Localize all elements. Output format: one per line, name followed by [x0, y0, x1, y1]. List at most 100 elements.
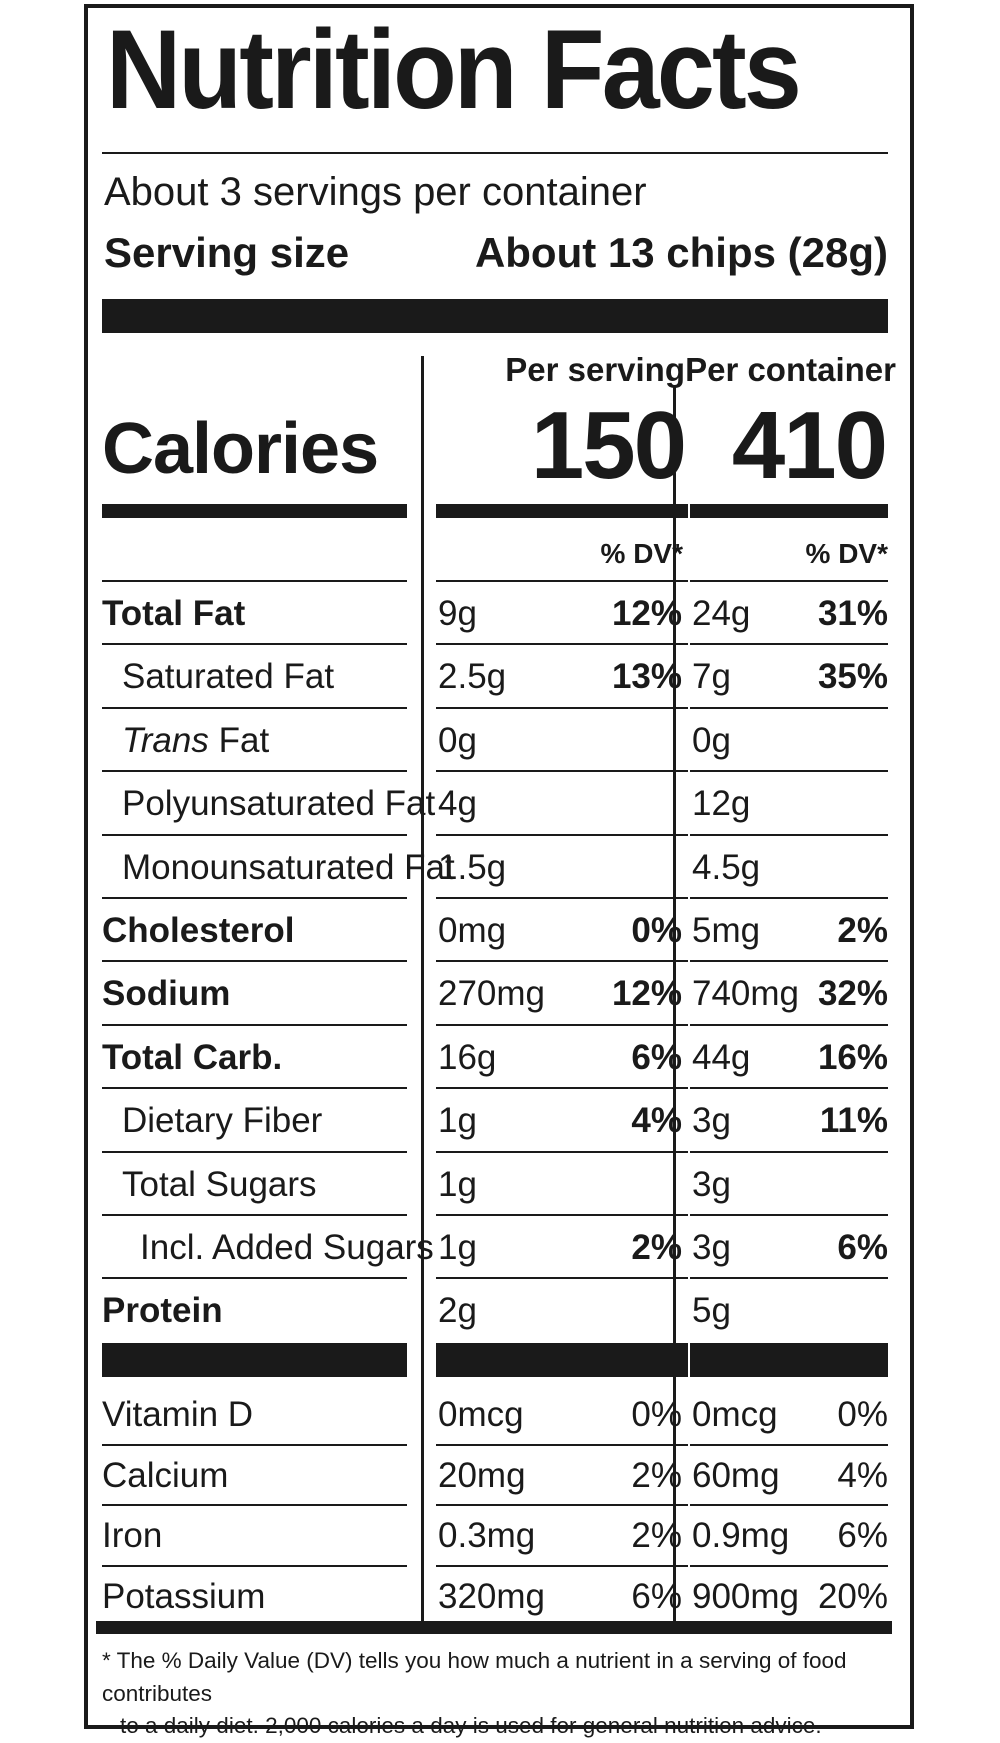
serving-size-label: Serving size: [104, 229, 350, 276]
row-divider: [436, 1087, 688, 1090]
nutrient-name: Saturated Fat: [122, 657, 335, 697]
serving-dv: 2%: [631, 1455, 682, 1495]
serving-amount: 9g: [438, 594, 477, 633]
serving-amount: 4g: [438, 784, 477, 824]
row-divider: [690, 960, 888, 963]
vitamin-bar: [436, 1343, 688, 1377]
per-container-header: Per container: [685, 351, 896, 388]
row-divider: [102, 1443, 407, 1446]
label-title: Nutrition Facts: [106, 7, 802, 132]
serving-dv: 6%: [631, 1576, 682, 1616]
container-amount: 5mg: [692, 911, 761, 950]
serving-amount: 1.5g: [438, 847, 507, 887]
row-divider: [436, 580, 688, 582]
container-amount: 7g: [692, 657, 731, 697]
servings-per-container: About 3 servings per container: [104, 170, 647, 214]
serving-amount: 1g: [438, 1228, 477, 1267]
serving-amount: 320mg: [438, 1576, 546, 1616]
serving-dv: 13%: [611, 657, 682, 697]
vitamin-bar: [102, 1343, 407, 1377]
row-divider: [690, 706, 888, 709]
row-divider: [690, 897, 888, 899]
container-amount: 3g: [692, 1164, 731, 1204]
container-amount: 4.5g: [692, 847, 761, 887]
row-divider: [690, 643, 888, 646]
serving-amount: 0.3mg: [438, 1516, 536, 1555]
nutrient-name: Polyunsaturated Fat: [122, 784, 436, 824]
container-dv: 4%: [837, 1455, 888, 1495]
nutrient-name: Protein: [102, 1291, 223, 1331]
container-amount: 12g: [692, 784, 751, 824]
serving-dv: 12%: [611, 974, 682, 1014]
serving-amount: 2g: [438, 1291, 477, 1331]
container-dv: 32%: [817, 974, 888, 1014]
row-divider: [436, 1150, 688, 1153]
container-dv: 11%: [819, 1101, 888, 1141]
row-divider: [436, 1023, 688, 1026]
serving-amount: 0mg: [438, 911, 507, 950]
container-amount: 0.9mg: [692, 1516, 790, 1555]
container-dv: 6%: [837, 1516, 888, 1555]
row-divider: [690, 580, 888, 582]
per-serving-header: Per serving: [505, 351, 685, 388]
column-divider: [421, 356, 424, 1621]
nutrient-name: Monounsaturated Fat: [122, 847, 455, 887]
row-divider: [690, 1564, 888, 1567]
container-amount: 900mg: [692, 1576, 800, 1616]
row-divider: [690, 833, 888, 836]
container-amount: 3g: [692, 1228, 731, 1267]
calories-bar: [690, 504, 888, 518]
serving-amount: 1g: [438, 1164, 477, 1204]
container-dv: 2%: [837, 911, 888, 950]
serving-amount: 16g: [438, 1037, 497, 1077]
nutrient-name: Total Fat: [102, 594, 246, 633]
row-divider: [102, 1504, 407, 1506]
row-divider: [690, 1504, 888, 1506]
nutrient-name: Dietary Fiber: [122, 1101, 323, 1141]
row-divider: [102, 770, 407, 773]
footnote-line-2: to a daily diet. 2,000 calories a day is…: [120, 1713, 822, 1739]
calories-label: Calories: [102, 409, 379, 489]
row-divider: [102, 897, 407, 899]
serving-dv: 12%: [611, 594, 682, 633]
row-divider: [690, 1150, 888, 1153]
dv-header-container: % DV*: [805, 538, 888, 569]
calories-per-serving: 150: [530, 392, 687, 499]
dv-header-serving: % DV*: [600, 538, 683, 569]
row-divider: [102, 706, 407, 709]
container-dv: 35%: [817, 657, 888, 697]
row-divider: [436, 643, 688, 646]
nutrient-name: Trans Fat: [122, 723, 269, 758]
row-divider: [690, 770, 888, 773]
container-amount: 0mcg: [692, 1395, 778, 1434]
row-divider: [102, 643, 407, 646]
row-divider: [436, 706, 688, 709]
row-divider: [436, 1277, 688, 1280]
container-amount: 740mg: [692, 974, 800, 1014]
nutrient-name: Sodium: [102, 974, 231, 1014]
row-divider: [436, 833, 688, 836]
calories-bar: [102, 504, 407, 518]
row-divider: [102, 1564, 407, 1567]
row-divider: [436, 1564, 688, 1567]
container-dv: 31%: [817, 594, 888, 633]
row-divider: [690, 1443, 888, 1446]
row-divider: [436, 770, 688, 773]
vitamin-name: Iron: [102, 1516, 163, 1555]
container-dv: 6%: [837, 1228, 888, 1267]
nutrient-name-prefix: Trans: [122, 720, 209, 760]
serving-dv: 4%: [631, 1101, 682, 1141]
container-dv: 0%: [837, 1395, 888, 1434]
row-divider: [102, 1087, 407, 1090]
vitamin-name: Vitamin D: [102, 1395, 254, 1434]
nutrition-label: Nutrition Facts About 3 servings per con…: [84, 4, 914, 1738]
calories-bar: [436, 504, 688, 518]
footnote-line-1: * The % Daily Value (DV) tells you how m…: [102, 1648, 847, 1706]
row-divider: [102, 1150, 407, 1153]
nutrient-name: Incl. Added Sugars: [140, 1228, 434, 1267]
nutrient-name: Total Carb.: [102, 1037, 283, 1077]
vitamin-bar: [690, 1343, 888, 1377]
nutrient-name: Total Sugars: [122, 1164, 317, 1204]
row-divider: [102, 833, 407, 836]
container-dv: 16%: [817, 1037, 888, 1077]
